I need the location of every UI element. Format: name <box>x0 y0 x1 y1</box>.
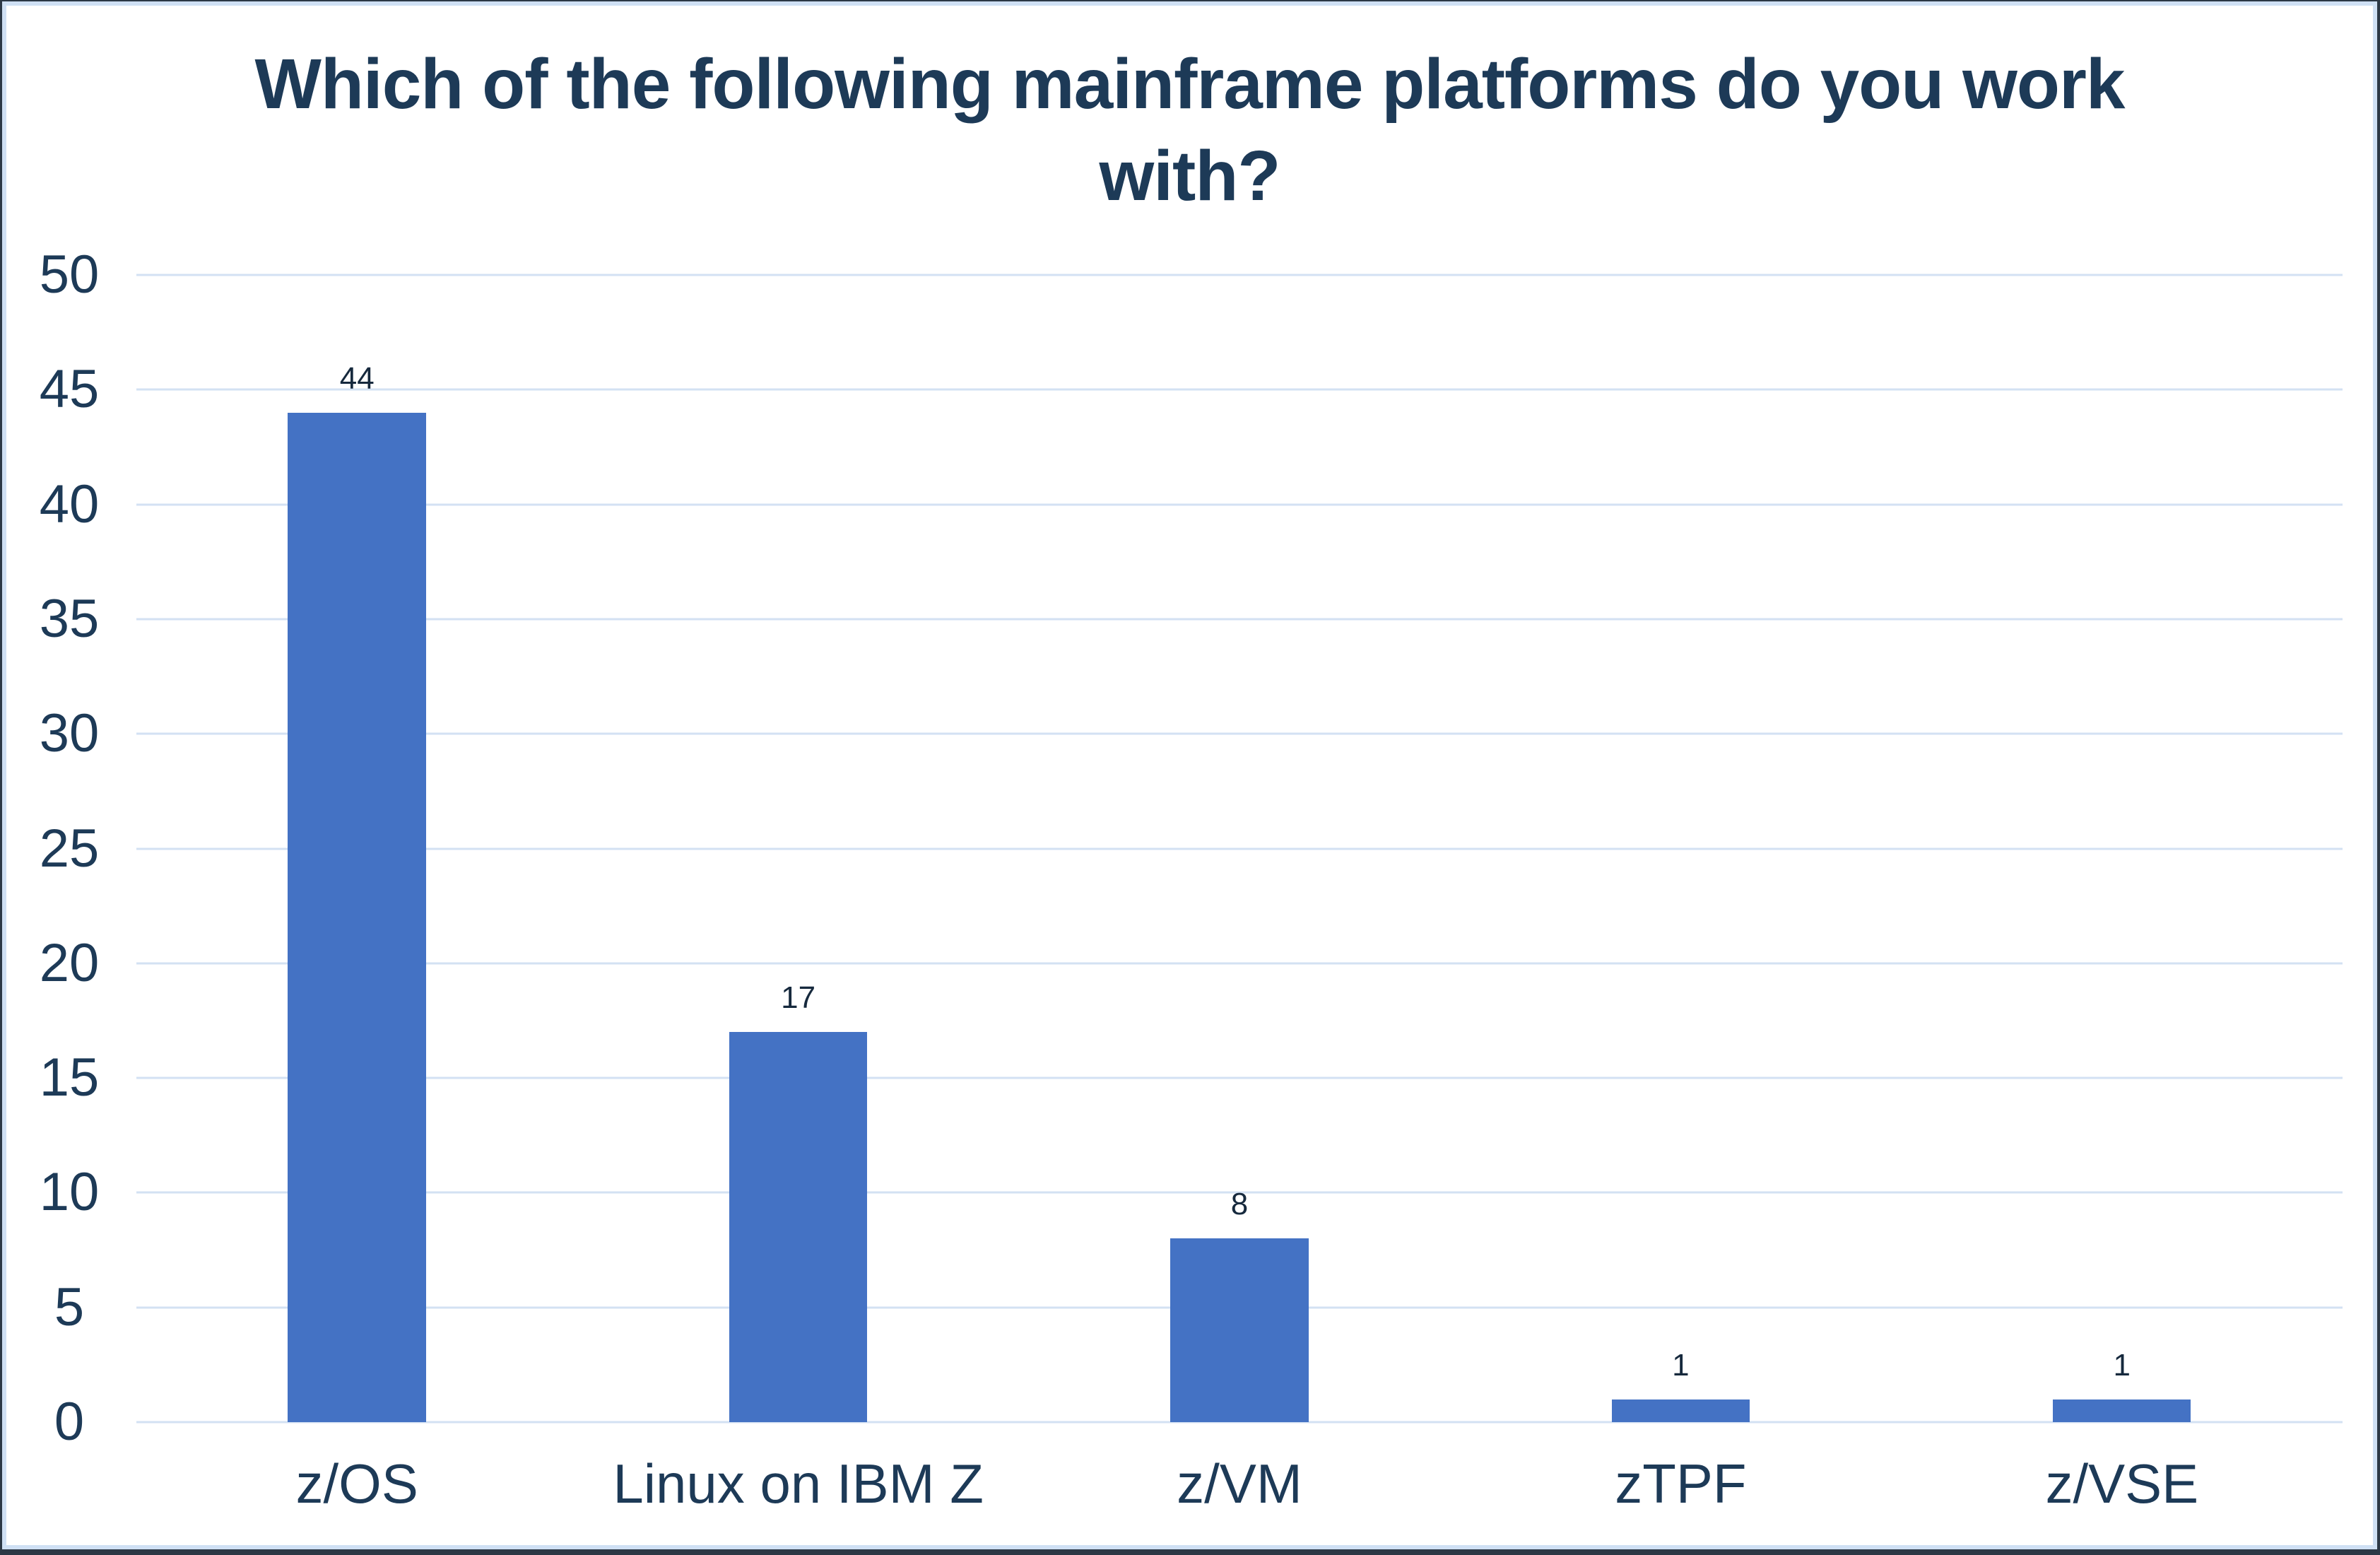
category-label-z/VSE: z/VSE <box>2045 1453 2199 1515</box>
y-tick-label: 25 <box>39 818 100 879</box>
plot-area: 44 17 8 1 1 <box>136 274 2343 1424</box>
y-tick-label: 35 <box>39 588 100 649</box>
y-tick-label: 40 <box>39 474 100 534</box>
y-axis: 0 5 10 15 20 25 30 35 40 45 50 <box>13 248 126 1449</box>
gridline <box>136 1076 2343 1079</box>
gridline <box>136 274 2343 276</box>
y-tick-label: 30 <box>39 703 100 764</box>
gridline <box>136 388 2343 391</box>
chart-title-line-2: with? <box>1099 136 1280 216</box>
gridline <box>136 962 2343 965</box>
gridline <box>136 1191 2343 1194</box>
bar-slot: 1 <box>1902 275 2343 1422</box>
gridline <box>136 732 2343 735</box>
bar-value-label: 1 <box>2113 1347 2131 1383</box>
bar-slot: 8 <box>1019 275 1460 1422</box>
y-tick-label: 45 <box>39 359 100 420</box>
y-tick-label: 20 <box>39 932 100 993</box>
bar-z/OS <box>288 412 426 1422</box>
x-axis: z/OS Linux on IBM Z z/VM zTPF z/VSE <box>136 1436 2343 1549</box>
category-label-Linux on IBM Z: Linux on IBM Z <box>613 1453 984 1515</box>
category-label-z/VM: z/VM <box>1177 1453 1302 1515</box>
bar-slot: 1 <box>1460 275 1901 1422</box>
x-axis-line <box>136 1421 2343 1424</box>
gridline <box>136 503 2343 506</box>
category-label-zTPF: zTPF <box>1615 1453 1747 1515</box>
y-tick-label: 15 <box>39 1048 100 1108</box>
chart-title-line-1: Which of the following mainframe platfor… <box>254 45 2125 124</box>
y-tick-label: 5 <box>54 1277 85 1337</box>
bar-z/VM <box>1170 1238 1309 1422</box>
bar-slot: 17 <box>577 275 1018 1422</box>
bar-value-label: 44 <box>339 360 375 396</box>
chart-title: Which of the following mainframe platfor… <box>2 1 2377 222</box>
gridline <box>136 847 2343 850</box>
bar-z/VSE <box>2053 1399 2191 1422</box>
bar-value-label: 17 <box>781 980 816 1016</box>
category-label-z/OS: z/OS <box>295 1453 418 1515</box>
bar-Linux on IBM Z <box>729 1032 868 1422</box>
y-tick-label: 10 <box>39 1162 100 1223</box>
bar-value-label: 1 <box>1672 1347 1690 1383</box>
y-tick-label: 0 <box>54 1392 85 1452</box>
bar-value-label: 8 <box>1230 1187 1249 1222</box>
bar-slot: 44 <box>136 275 577 1422</box>
y-tick-label: 50 <box>39 245 100 305</box>
bar-zTPF <box>1611 1399 1750 1422</box>
gridline <box>136 618 2343 621</box>
